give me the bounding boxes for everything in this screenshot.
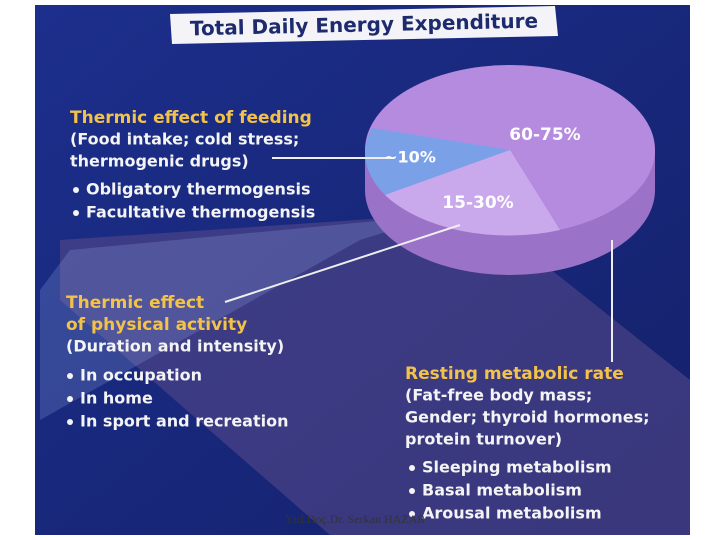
light-beam (40, 215, 440, 420)
section-heading: Thermic effect (66, 293, 204, 313)
section-detail: thermogenic drugs) (70, 152, 249, 171)
section-detail: protein turnover) (405, 430, 562, 449)
section-heading: of physical activity (66, 315, 247, 335)
bullet-dot (409, 465, 415, 471)
bullet-item: Arousal metabolism (422, 504, 602, 523)
bullet-dot (67, 373, 73, 379)
bullet-item: Facultative thermogensis (86, 203, 315, 222)
bullet-item: Sleeping metabolism (422, 458, 612, 477)
bullet-item: In home (80, 389, 153, 408)
leader-line (224, 224, 461, 303)
title-box (170, 6, 558, 44)
section-detail: (Food intake; cold stress; (70, 130, 299, 149)
bullet-item: In occupation (80, 366, 202, 385)
bullet-dot (409, 511, 415, 517)
bullet-dot (67, 396, 73, 402)
photo-area (60, 215, 690, 535)
bullet-dot (67, 419, 73, 425)
pie-label: 60-75% (509, 125, 580, 145)
pie-label: 15-30% (442, 193, 513, 213)
pie-slice-medium (385, 150, 560, 236)
section-detail: (Fat-free body mass; (405, 386, 592, 405)
section-heading: Thermic effect of feeding (70, 108, 312, 128)
pie-slice-small (364, 128, 510, 195)
bullet-dot (73, 187, 79, 193)
bullet-dot (409, 488, 415, 494)
section-heading: Resting metabolic rate (405, 364, 624, 384)
pie-label: ~10% (384, 148, 436, 167)
bullet-dot (73, 210, 79, 216)
bullet-item: In sport and recreation (80, 412, 288, 431)
bullet-item: Obligatory thermogensis (86, 180, 310, 199)
bullet-item: Basal metabolism (422, 481, 582, 500)
footer: Yrd.Doç.Dr. Serkan HAZAR (285, 512, 425, 526)
section-detail: (Duration and intensity) (66, 337, 284, 356)
section-detail: Gender; thyroid hormones; (405, 408, 650, 427)
